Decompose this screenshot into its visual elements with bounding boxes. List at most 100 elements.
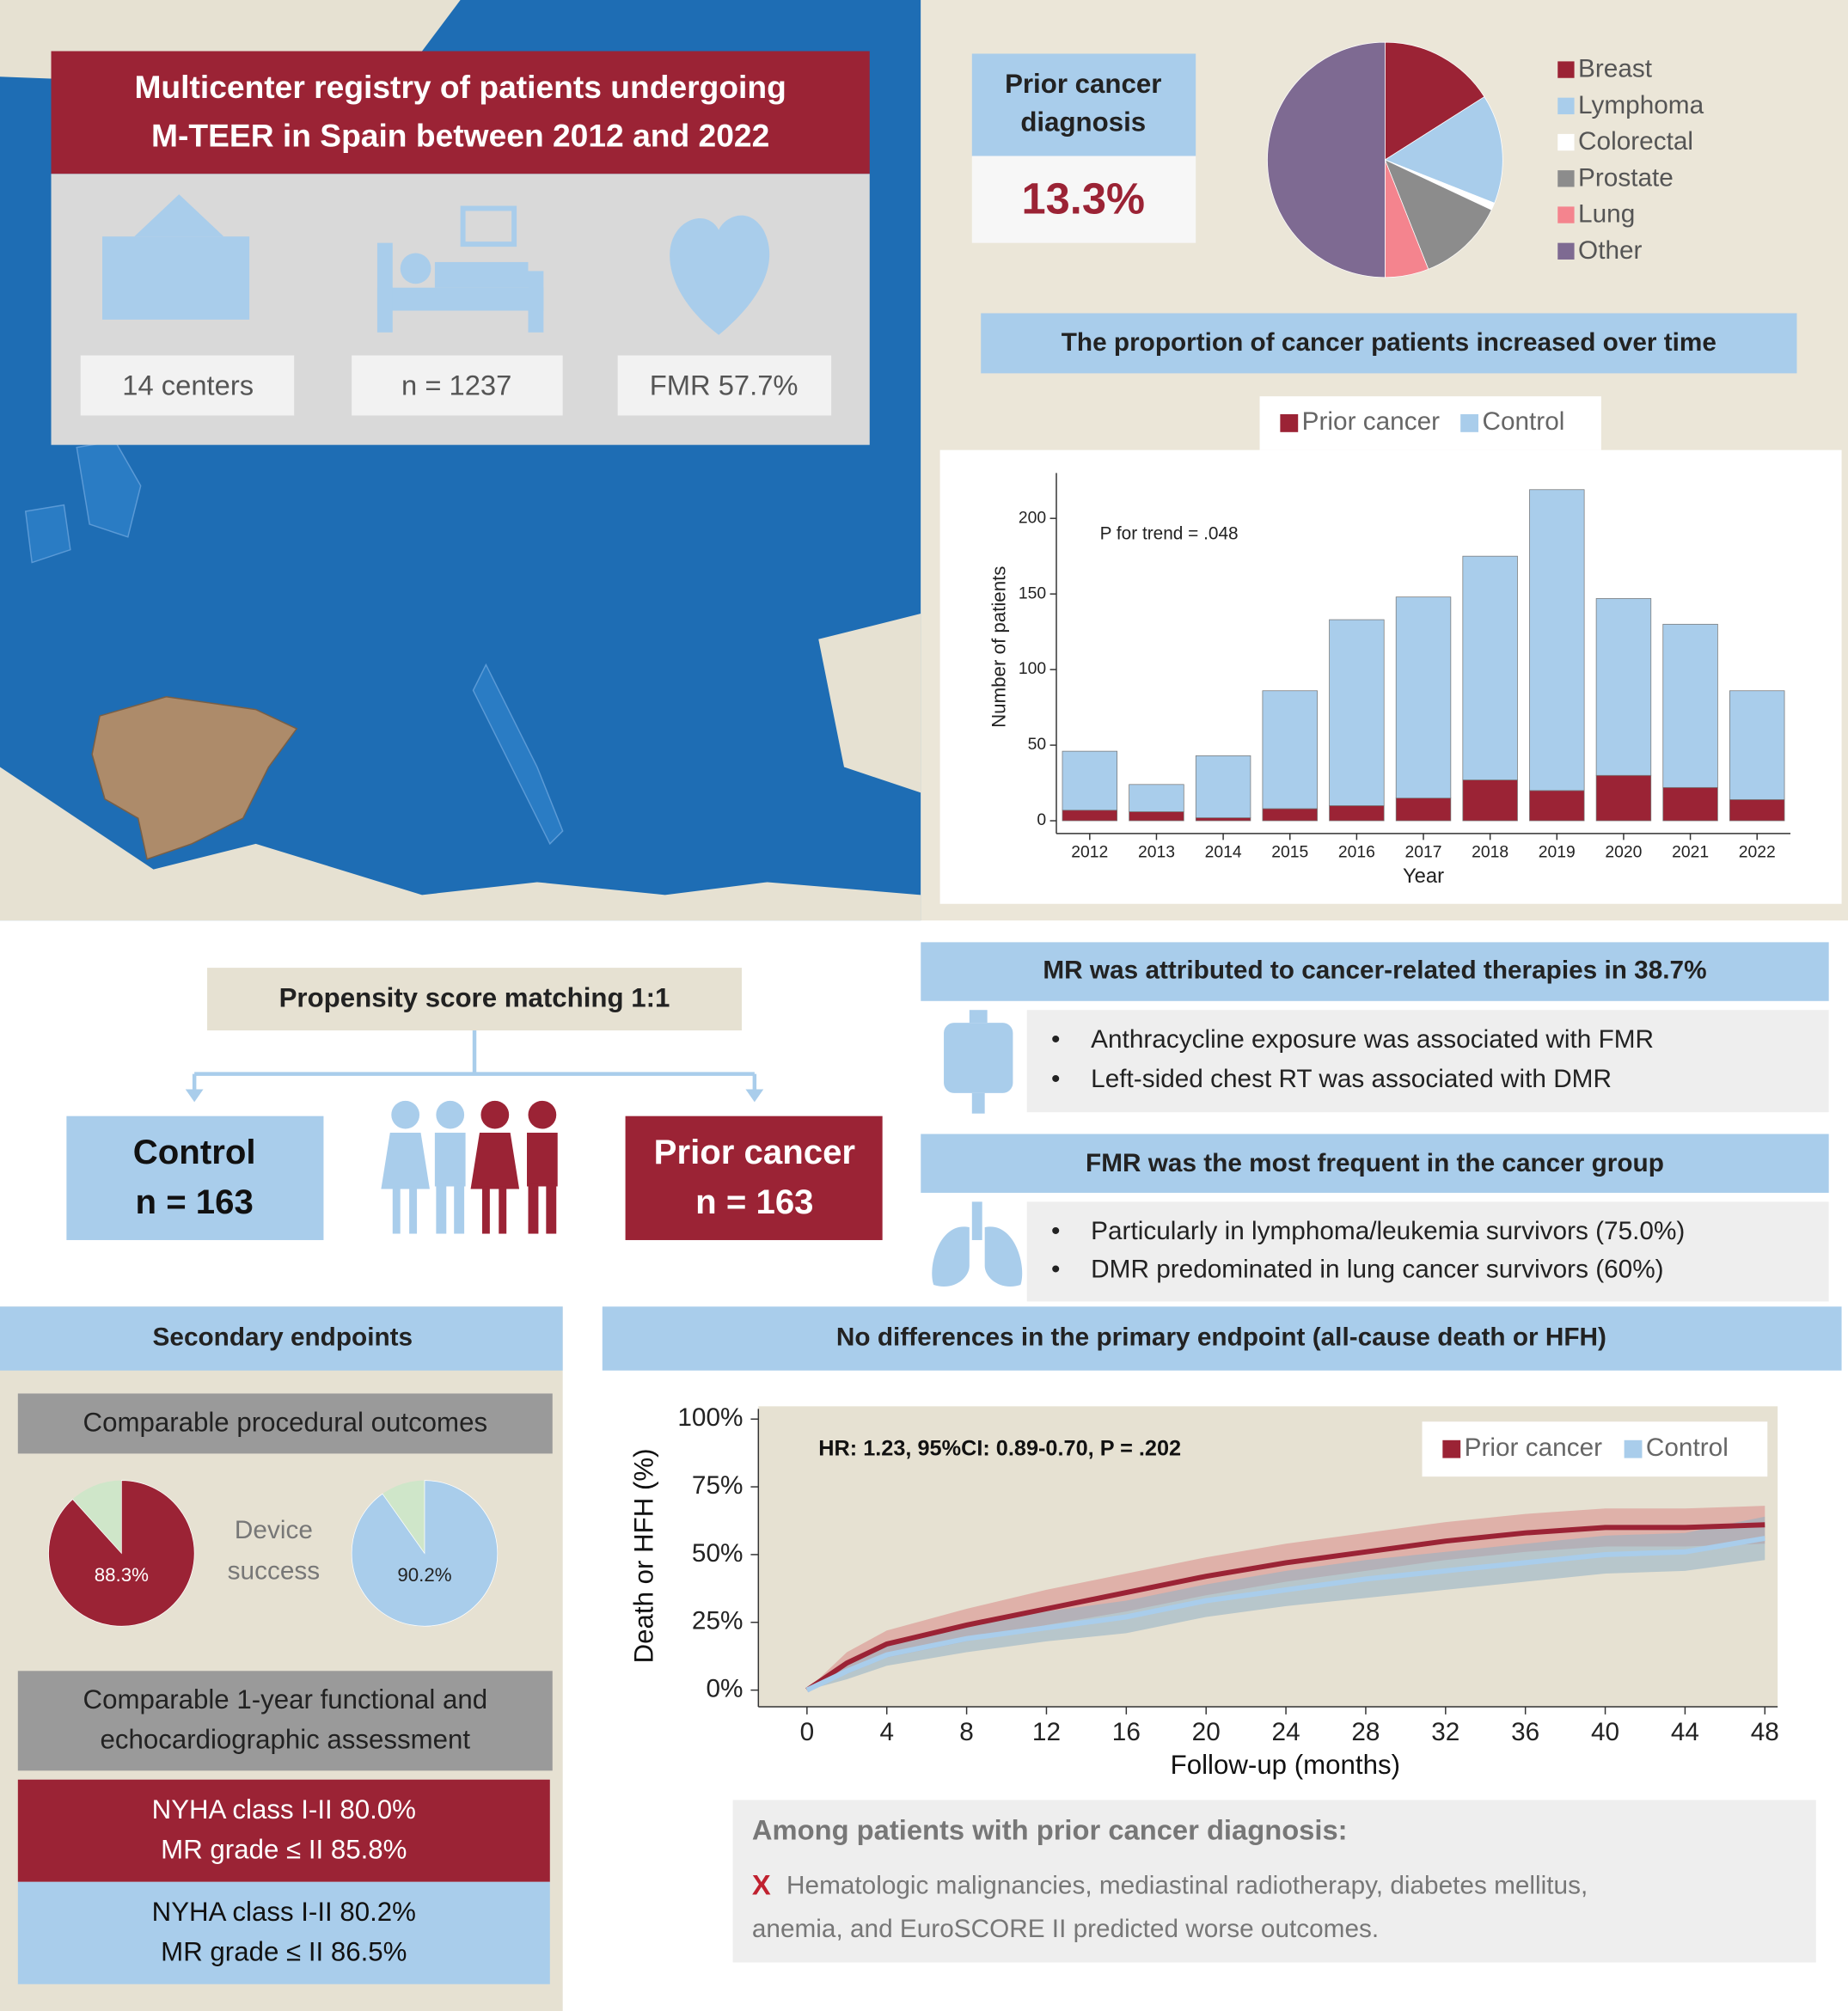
legend-label: Prostate <box>1578 163 1674 192</box>
y-tick-label: 0 <box>1037 810 1046 829</box>
bed-icon <box>376 205 544 333</box>
legend-swatch <box>1280 413 1299 432</box>
result: MR grade ≤ II 86.5% <box>161 1936 407 1966</box>
stat-box <box>617 355 832 416</box>
lungs-icon <box>932 1201 1023 1287</box>
finding-bullet: DMR predominated in lung cancer survivor… <box>1091 1256 1663 1284</box>
x-axis-label: Year <box>1403 865 1444 888</box>
bar-segment <box>1195 755 1251 818</box>
y-axis-label: Death or HFH (%) <box>629 1448 659 1663</box>
x-tick-label: 8 <box>959 1718 974 1746</box>
x-tick-label: 2019 <box>1539 842 1576 861</box>
heading-box <box>0 1306 563 1371</box>
group-box <box>625 1116 883 1240</box>
pie-slice <box>48 1480 195 1627</box>
prior-cancer-label-box <box>971 53 1196 156</box>
group-name: Control <box>133 1133 256 1171</box>
hospital-icon <box>102 194 250 320</box>
conclusion-box <box>732 1800 1816 1963</box>
heart-icon <box>670 215 770 335</box>
legend-swatch <box>1442 1439 1461 1458</box>
y-tick-label: 100 <box>1019 659 1046 678</box>
subheading: echocardiographic assessment <box>100 1724 470 1754</box>
device-label: Device <box>235 1516 313 1544</box>
pie-slice <box>351 1480 499 1627</box>
subheading: Comparable 1-year functional and <box>83 1684 488 1715</box>
map-italy <box>472 663 564 846</box>
finding-bullet: Particularly in lymphoma/leukemia surviv… <box>1091 1217 1685 1245</box>
subheading-box <box>17 1671 553 1771</box>
annotation: P for trend = .048 <box>1100 523 1239 543</box>
legend-label: Other <box>1578 236 1643 265</box>
prior-cancer-value-box <box>971 156 1196 243</box>
x-tick-label: 40 <box>1591 1718 1619 1746</box>
finding-bullet: Anthracycline exposure was associated wi… <box>1091 1025 1654 1054</box>
bar-segment <box>1062 810 1118 822</box>
bar-segment <box>1595 774 1652 822</box>
bar-segment <box>1662 786 1718 822</box>
map-land <box>818 614 921 793</box>
bar-segment <box>1729 690 1785 800</box>
heading: The proportion of cancer patients increa… <box>1062 328 1716 357</box>
map-land <box>0 767 921 921</box>
iv-bag-icon <box>944 1010 1013 1114</box>
x-tick-label: 2016 <box>1338 842 1375 861</box>
x-tick-label: 12 <box>1032 1718 1061 1746</box>
bar-segment <box>1195 817 1251 822</box>
legend-box <box>1259 396 1601 450</box>
heading: No differences in the primary endpoint (… <box>836 1323 1606 1351</box>
bar-segment <box>1062 750 1118 811</box>
annotation: HR: 1.23, 95%CI: 0.89-0.70, P = .202 <box>818 1437 1181 1461</box>
map-spain <box>91 695 298 860</box>
prior-cancer-label: Prior cancer <box>1005 69 1161 99</box>
x-tick-label: 48 <box>1751 1718 1779 1746</box>
bullet: • <box>1051 1217 1060 1245</box>
legend-label: Control <box>1482 407 1564 436</box>
connector <box>192 1030 757 1097</box>
pie-slice <box>1384 96 1503 204</box>
finding-bullet: Left-sided chest RT was associated with … <box>1091 1065 1612 1093</box>
x-tick-label: 20 <box>1192 1718 1221 1746</box>
bar-segment <box>1462 555 1518 780</box>
group-name: Prior cancer <box>654 1133 856 1171</box>
result-box <box>17 1881 550 1984</box>
result: MR grade ≤ II 85.8% <box>161 1834 407 1864</box>
device-label: success <box>228 1557 320 1586</box>
legend-swatch <box>1624 1439 1643 1458</box>
bar-segment <box>1262 690 1318 810</box>
people-icon <box>381 1100 558 1234</box>
bar-segment <box>1462 779 1518 822</box>
x-tick-label: 4 <box>879 1718 894 1746</box>
prior-cancer-value: 13.3% <box>1022 174 1145 223</box>
conclusion-text: anemia, and EuroSCORE II predicted worse… <box>752 1915 1379 1943</box>
x-tick-label: 0 <box>800 1718 815 1746</box>
y-tick-label: 75% <box>692 1471 743 1500</box>
y-tick-label: 50 <box>1028 735 1047 754</box>
bullet: • <box>1051 1025 1060 1054</box>
bar-segment <box>1329 619 1385 806</box>
km-line <box>805 1522 1765 1693</box>
y-tick-label: 25% <box>692 1607 743 1635</box>
bar-segment <box>1529 489 1585 792</box>
legend-label: Prior cancer <box>1465 1433 1602 1462</box>
bar-segment <box>1329 805 1385 822</box>
y-tick-label: 0% <box>706 1674 743 1702</box>
heading-box <box>921 942 1829 1001</box>
legend-label: Breast <box>1578 55 1653 83</box>
legend-swatch <box>1557 97 1575 114</box>
bar-segment <box>1129 811 1184 822</box>
legend-swatch <box>1460 413 1478 432</box>
heading-box <box>921 1134 1829 1193</box>
x-tick-label: 2012 <box>1071 842 1108 861</box>
x-tick-label: 24 <box>1272 1718 1300 1746</box>
bar-segment <box>1395 798 1452 822</box>
result: NYHA class I-II 80.0% <box>152 1794 416 1825</box>
stat-box <box>80 355 295 416</box>
legend-label: Prior cancer <box>1302 407 1440 436</box>
conclusion-heading: Among patients with prior cancer diagnos… <box>752 1813 1348 1845</box>
legend-label: Lymphoma <box>1578 91 1704 119</box>
result: NYHA class I-II 80.2% <box>152 1897 416 1927</box>
y-axis-label: Number of patients <box>988 566 1009 728</box>
